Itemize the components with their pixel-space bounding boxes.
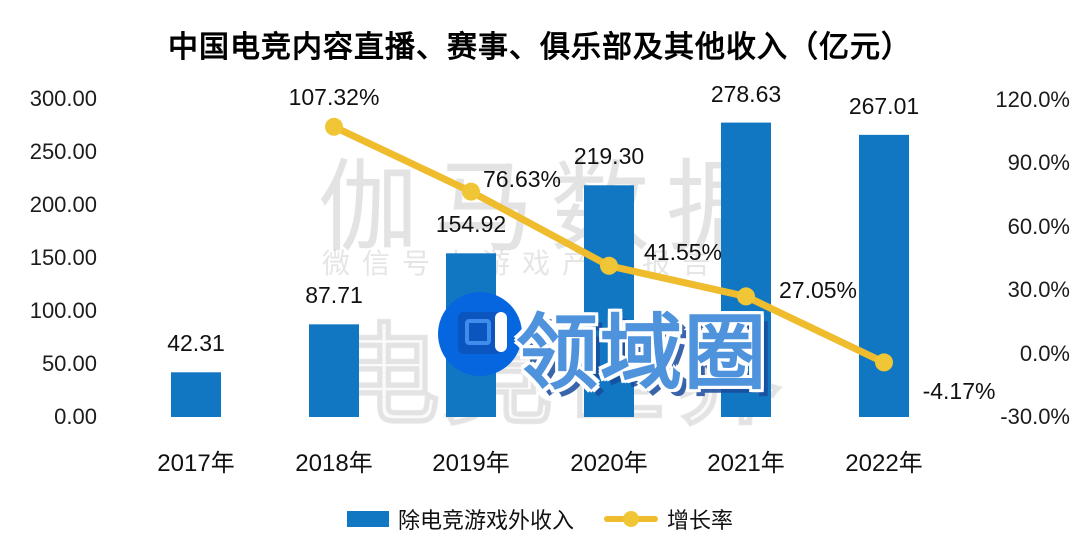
left-axis-tick: 200.00 <box>29 192 97 217</box>
bar-value-label: 278.63 <box>710 80 782 107</box>
bar-value-label: 87.71 <box>305 282 363 309</box>
x-axis-label-2022: 2022年 <box>845 450 923 477</box>
left-axis-tick: 50.00 <box>41 351 97 376</box>
right-axis-tick: 60.0% <box>1007 214 1070 239</box>
growth-marker-2020年 <box>600 256 618 275</box>
growth-marker-2018年 <box>325 117 343 136</box>
right-axis-tick: -30.0% <box>1000 404 1070 429</box>
growth-value-label: 27.05% <box>778 277 857 304</box>
growth-value-label: -4.17% <box>922 378 996 405</box>
bar-2021年 <box>721 122 771 417</box>
growth-marker-2021年 <box>737 287 755 306</box>
growth-value-label: 107.32% <box>288 83 380 110</box>
community-logo-icon <box>438 292 522 376</box>
chart-title: 中国电竞内容直播、赛事、俱乐部及其他收入（亿元） <box>168 31 912 64</box>
legend: 除电竞游戏外收入 增长率 <box>0 503 1080 535</box>
legend-label-growth: 增长率 <box>667 508 734 533</box>
x-axis-label-2019: 2019年 <box>432 450 510 477</box>
x-axis-label-2021: 2021年 <box>707 450 785 477</box>
right-axis-tick: 120.0% <box>995 87 1070 112</box>
x-axis-label-2017: 2017年 <box>157 450 235 477</box>
bar-2018年 <box>309 324 359 417</box>
left-axis-tick: 100.00 <box>29 298 97 323</box>
legend-label-revenue: 除电竞游戏外收入 <box>397 508 574 533</box>
x-axis-label-2020: 2020年 <box>570 450 648 477</box>
growth-marker-2022年 <box>875 353 893 372</box>
community-logo-text: 领域圈 <box>516 308 769 399</box>
left-axis-tick: 150.00 <box>29 245 97 270</box>
watermark-outline-text: 电竞世界 <box>329 314 786 439</box>
x-axis-label-2018: 2018年 <box>295 450 373 477</box>
left-axis-tick: 0.00 <box>54 404 97 429</box>
bar-2017年 <box>171 372 221 417</box>
right-axis-tick: 0.0% <box>1019 341 1070 366</box>
bar-2020年 <box>584 185 634 417</box>
legend-item-revenue: 除电竞游戏外收入 <box>346 503 574 535</box>
bar-value-label: 42.31 <box>167 330 225 357</box>
bar-value-label: 154.92 <box>435 211 507 238</box>
left-axis-tick: 300.00 <box>29 86 97 111</box>
growth-value-label: 76.63% <box>482 165 561 192</box>
right-axis: 120.0% 90.0% 60.0% 30.0% 0.0% -30.0% <box>962 0 1070 470</box>
bar-value-label: 219.30 <box>573 143 645 170</box>
community-logo: 领域圈 <box>438 286 778 399</box>
line-series-swatch <box>604 511 658 527</box>
right-axis-tick: 90.0% <box>1007 150 1070 175</box>
left-axis-tick: 250.00 <box>29 139 97 164</box>
legend-item-growth: 增长率 <box>604 503 733 535</box>
growth-value-label: 41.55% <box>643 238 722 265</box>
bar-value-label: 267.01 <box>848 92 920 119</box>
right-axis-tick: 30.0% <box>1007 277 1070 302</box>
watermark-brand-text: 伽马数据 <box>318 152 782 264</box>
growth-marker-2019年 <box>462 182 480 201</box>
left-axis: 300.00 250.00 200.00 150.00 100.00 50.00… <box>0 0 97 470</box>
bar-series-swatch <box>346 511 389 527</box>
